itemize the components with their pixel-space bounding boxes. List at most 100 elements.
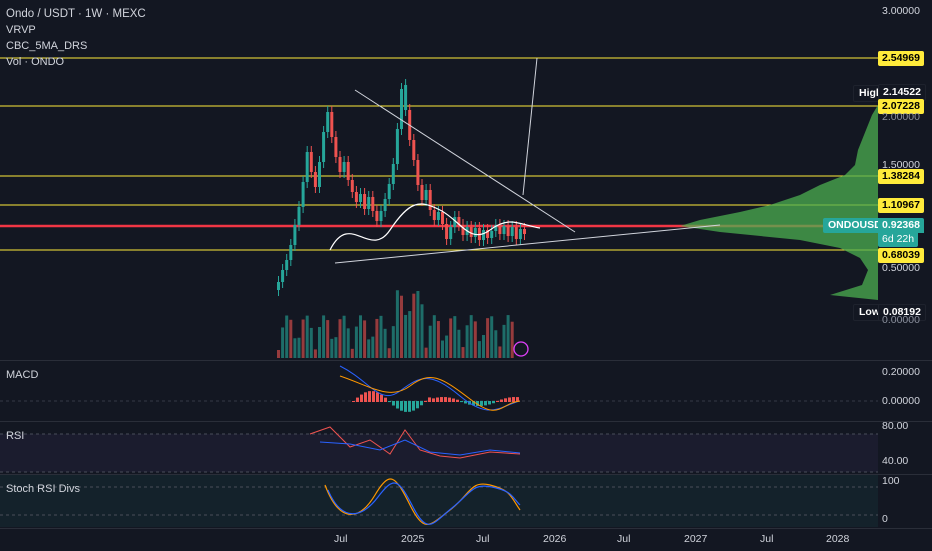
macd-histogram-bar xyxy=(376,392,379,402)
volume-bar xyxy=(318,327,321,358)
price-tick: 0.50000 xyxy=(882,262,920,274)
candle xyxy=(453,217,457,227)
volume-bar xyxy=(293,338,297,358)
time-tick: 2026 xyxy=(543,533,567,545)
volume-bar xyxy=(461,347,465,358)
volume-bar xyxy=(346,328,350,358)
pane-separator[interactable] xyxy=(0,474,932,475)
volume-bar xyxy=(457,329,461,358)
volume-bar xyxy=(490,316,494,358)
volume-bar xyxy=(424,347,428,358)
macd-pane[interactable]: MACD xyxy=(0,361,878,421)
volume-bar xyxy=(416,290,420,358)
indicator-label-cbc[interactable]: CBC_5MA_DRS xyxy=(6,40,88,52)
macd-histogram-bar xyxy=(472,401,475,406)
candle xyxy=(523,229,526,234)
low-price-tag: 0.08192 xyxy=(878,304,926,321)
candle xyxy=(367,197,371,209)
candle xyxy=(285,260,289,270)
rsi-pane[interactable]: RSI xyxy=(0,422,878,474)
macd-title[interactable]: MACD xyxy=(6,369,39,381)
volume-bar xyxy=(363,320,367,358)
volume-bar xyxy=(379,315,383,358)
candle xyxy=(350,180,354,192)
candle xyxy=(375,211,379,221)
level-tag-1-38284: 1.38284 xyxy=(878,169,924,184)
volume-bar xyxy=(408,311,412,358)
macd-histogram-bar xyxy=(456,399,459,402)
candle xyxy=(404,85,408,110)
macd-histogram-bar xyxy=(404,401,407,412)
candle xyxy=(473,228,477,237)
time-axis[interactable]: Jul 2025 Jul 2026 Jul 2027 Jul 2028 xyxy=(0,528,932,551)
price-axis[interactable]: 3.00000 2.54969 2.14522 2.07228 2.00000 … xyxy=(878,0,932,528)
macd-histogram-bar xyxy=(364,392,367,402)
candle xyxy=(322,132,326,162)
rsi-canvas xyxy=(0,426,878,473)
macd-histogram-bar xyxy=(452,398,455,402)
candle xyxy=(449,227,453,239)
price-chart-canvas[interactable] xyxy=(0,0,878,360)
volume-bar xyxy=(436,321,440,358)
macd-histogram-bar xyxy=(476,401,479,406)
candle xyxy=(498,225,502,234)
macd-histogram-bar xyxy=(432,398,435,402)
macd-histogram-bar xyxy=(372,391,375,402)
trend-line xyxy=(522,57,538,196)
candle-countdown: 6d 22h xyxy=(878,232,919,247)
stoch-k-line xyxy=(324,478,521,525)
indicator-label-volume[interactable]: Vol · ONDO xyxy=(6,56,65,68)
symbol-title[interactable]: Ondo / USDT · 1W · MEXC xyxy=(6,8,146,20)
macd-histogram-bar xyxy=(356,397,359,402)
high-price-tag: 2.14522 xyxy=(878,84,926,101)
rsi-tick: 40.00 xyxy=(882,455,909,467)
price-tick: 1.50000 xyxy=(882,159,920,171)
price-tick: 2.00000 xyxy=(882,111,920,123)
main-chart-pane[interactable]: Ondo / USDT · 1W · MEXC VRVP CBC_5MA_DRS… xyxy=(0,0,894,360)
macd-histogram-bar xyxy=(444,397,447,402)
volume-bar xyxy=(330,338,334,358)
volume-bar xyxy=(305,315,309,358)
volume-bar xyxy=(387,348,391,358)
level-tag-0-68039: 0.68039 xyxy=(878,248,924,263)
volume-bar xyxy=(326,320,330,358)
price-tick: 0.00000 xyxy=(882,314,920,326)
candle xyxy=(391,164,395,184)
rsi-line xyxy=(309,426,521,459)
candle xyxy=(313,172,317,187)
candle xyxy=(379,211,383,221)
volume-bar xyxy=(383,328,387,358)
volume-bar xyxy=(297,337,301,358)
volume-bar xyxy=(473,321,477,358)
macd-histogram-bar xyxy=(396,401,399,409)
candle xyxy=(482,230,485,240)
symbol-price-label: ONDOUSDT xyxy=(823,218,894,233)
volume-bar xyxy=(322,315,326,358)
alert-icon xyxy=(513,341,529,357)
indicator-label-vrvp[interactable]: VRVP xyxy=(6,24,36,36)
moving-average-line xyxy=(329,203,541,251)
macd-histogram-bar xyxy=(392,401,395,406)
stoch-rsi-pane[interactable]: Stoch RSI Divs xyxy=(0,475,878,527)
time-tick: Jul xyxy=(617,533,631,545)
macd-histogram-bar xyxy=(480,401,483,406)
stoch-title[interactable]: Stoch RSI Divs xyxy=(6,483,80,495)
macd-histogram-bar xyxy=(416,401,419,409)
pane-separator[interactable] xyxy=(0,421,932,422)
pane-separator[interactable] xyxy=(0,360,932,361)
candle xyxy=(510,227,514,236)
candle xyxy=(326,112,330,132)
candle xyxy=(363,194,367,209)
macd-histogram-bar xyxy=(360,394,363,402)
volume-bar xyxy=(354,326,358,358)
candle xyxy=(342,162,346,172)
volume-bar xyxy=(486,318,490,358)
macd-histogram-bar xyxy=(388,401,391,403)
candle xyxy=(494,225,498,231)
candle xyxy=(486,230,490,238)
volume-bar xyxy=(441,340,444,358)
candle xyxy=(416,160,420,185)
level-tag-2-07228: 2.07228 xyxy=(878,99,924,114)
current-price-tag: 0.92368 xyxy=(878,218,924,233)
rsi-title[interactable]: RSI xyxy=(6,430,25,442)
